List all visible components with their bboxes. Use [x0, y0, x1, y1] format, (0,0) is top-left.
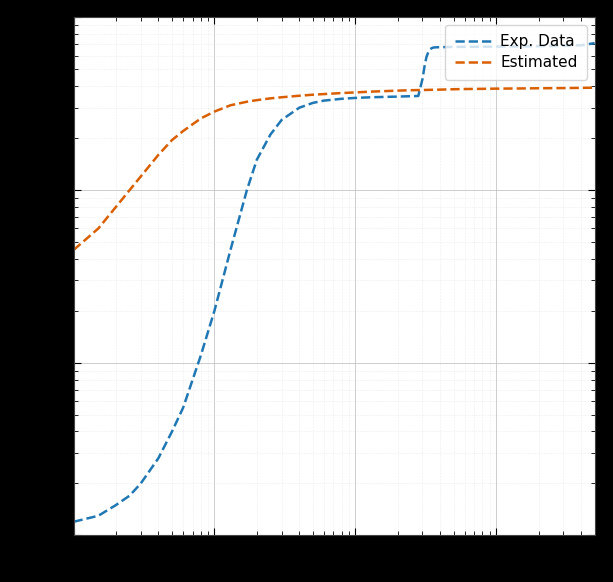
Exp. Data: [414, 93, 422, 100]
Estimated: [436, 86, 444, 93]
Exp. Data: [400, 93, 407, 100]
Estimated: [560, 84, 567, 91]
Estimated: [591, 84, 598, 91]
Exp. Data: [436, 44, 444, 51]
Estimated: [461, 86, 468, 93]
Estimated: [211, 108, 218, 115]
Exp. Data: [560, 42, 567, 49]
Exp. Data: [384, 93, 392, 100]
Estimated: [267, 95, 274, 102]
Exp. Data: [352, 94, 359, 101]
Exp. Data: [169, 428, 176, 435]
Estimated: [169, 137, 176, 144]
Exp. Data: [492, 43, 500, 50]
Estimated: [419, 87, 426, 94]
Exp. Data: [70, 519, 77, 526]
Estimated: [180, 127, 187, 134]
Estimated: [352, 89, 359, 96]
Estimated: [126, 187, 133, 194]
Exp. Data: [267, 131, 274, 138]
Exp. Data: [535, 42, 543, 49]
Line: Exp. Data: Exp. Data: [74, 43, 595, 522]
Estimated: [479, 86, 486, 93]
Estimated: [492, 85, 500, 92]
Estimated: [384, 87, 392, 94]
Exp. Data: [243, 187, 251, 194]
Exp. Data: [338, 95, 345, 102]
Estimated: [278, 94, 285, 101]
Exp. Data: [433, 44, 441, 51]
Exp. Data: [94, 512, 102, 519]
Exp. Data: [591, 40, 598, 47]
Exp. Data: [427, 46, 434, 53]
Exp. Data: [211, 307, 218, 314]
Estimated: [154, 151, 162, 158]
Estimated: [450, 86, 457, 93]
Exp. Data: [423, 54, 430, 61]
Exp. Data: [197, 352, 205, 359]
Estimated: [535, 85, 543, 92]
Estimated: [112, 203, 120, 210]
Estimated: [577, 84, 585, 91]
Estimated: [394, 87, 402, 94]
Estimated: [338, 90, 345, 97]
Estimated: [295, 93, 303, 100]
Exp. Data: [368, 94, 375, 101]
Estimated: [94, 225, 102, 232]
Exp. Data: [517, 43, 525, 50]
Estimated: [243, 98, 251, 105]
Estimated: [321, 91, 328, 98]
Exp. Data: [126, 492, 133, 499]
Estimated: [137, 173, 145, 180]
Exp. Data: [137, 480, 145, 487]
Estimated: [309, 91, 316, 98]
Exp. Data: [461, 43, 468, 50]
Exp. Data: [450, 44, 457, 51]
Exp. Data: [444, 44, 451, 51]
Estimated: [517, 85, 525, 92]
Estimated: [227, 102, 234, 109]
Exp. Data: [321, 97, 328, 104]
Estimated: [70, 247, 77, 254]
Exp. Data: [394, 93, 402, 100]
Exp. Data: [180, 404, 187, 411]
Estimated: [368, 88, 375, 95]
Estimated: [408, 87, 415, 94]
Exp. Data: [227, 247, 234, 254]
Exp. Data: [428, 45, 436, 52]
Exp. Data: [408, 93, 415, 100]
Exp. Data: [577, 42, 585, 49]
Exp. Data: [253, 156, 261, 163]
Exp. Data: [309, 100, 316, 107]
Legend: Exp. Data, Estimated: Exp. Data, Estimated: [446, 25, 587, 80]
Exp. Data: [112, 502, 120, 509]
Exp. Data: [419, 76, 426, 83]
Exp. Data: [425, 49, 432, 56]
Exp. Data: [295, 104, 303, 111]
Exp. Data: [421, 63, 428, 70]
Estimated: [197, 115, 205, 122]
Exp. Data: [278, 116, 285, 123]
Exp. Data: [154, 455, 162, 462]
Exp. Data: [479, 43, 486, 50]
Line: Estimated: Estimated: [74, 88, 595, 250]
Estimated: [253, 97, 261, 104]
Exp. Data: [430, 44, 437, 51]
